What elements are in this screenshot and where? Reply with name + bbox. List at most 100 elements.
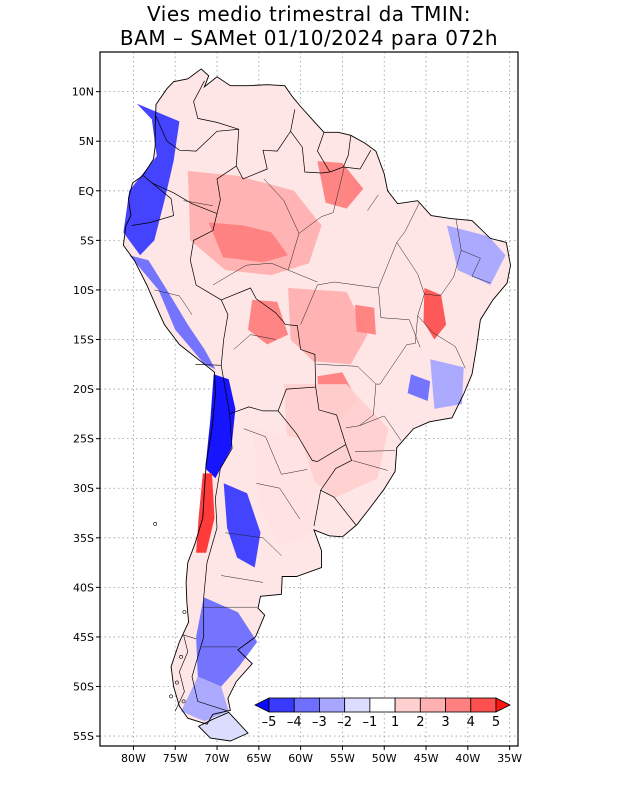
lat-tick-label: 10N <box>72 86 94 99</box>
legend-label: –4 <box>287 715 302 730</box>
legend-label: 4 <box>467 715 475 730</box>
fjord-coast <box>174 634 197 712</box>
country-border <box>342 135 352 168</box>
lon-tick-label: 35W <box>497 752 522 765</box>
lat-tick-label: 45S <box>73 631 94 644</box>
lat-tick-label: 5S <box>80 234 94 247</box>
bias-region-argentina-cuyo <box>223 483 261 568</box>
bias-field-layer <box>123 103 506 722</box>
lat-tick-label: EQ <box>78 185 94 198</box>
legend-label: –2 <box>337 715 352 730</box>
island <box>181 699 186 704</box>
lat-tick-label: 20S <box>73 383 94 396</box>
legend-label: –5 <box>262 715 277 730</box>
lon-tick-label: 55W <box>330 752 355 765</box>
legend-arrow-left <box>254 697 270 713</box>
country-border <box>221 287 317 415</box>
country-border <box>320 444 357 526</box>
lon-tick-label: 60W <box>288 752 313 765</box>
legend-color-box <box>319 697 346 713</box>
legend-label: 5 <box>492 715 500 730</box>
coastline <box>122 68 511 725</box>
island <box>169 694 173 699</box>
lat-tick-label: 5N <box>79 135 94 148</box>
state-border <box>154 289 193 315</box>
state-border <box>287 167 345 271</box>
state-border <box>212 262 318 286</box>
state-border <box>417 315 466 369</box>
bias-region-east-brazil-coast <box>430 359 464 409</box>
bias-region-northeast-brazil <box>446 225 506 285</box>
island <box>153 522 158 526</box>
lon-tick-label: 45W <box>414 752 439 765</box>
lat-tick-label: 25S <box>73 433 94 446</box>
legend-arrow-right <box>495 697 511 713</box>
legend-color-box <box>293 697 320 713</box>
state-border <box>424 219 462 297</box>
lat-tick-label: 10S <box>73 284 94 297</box>
color-legend: –5 –4 –3 –2 –1 1 2 3 4 5 <box>254 697 511 730</box>
state-border <box>396 242 425 345</box>
map-title-line-2: BAM – SAMet 01/10/2024 para 072h <box>119 26 499 50</box>
country-border <box>155 116 240 214</box>
axis-tick-labels: 10N 5N EQ 5S 10S 15S 20S 25S 30S 35S 40S 45S 50S 55S 8… <box>72 86 522 765</box>
legend-color-box <box>344 697 371 713</box>
legend-color-box <box>268 697 295 713</box>
state-border <box>243 428 308 475</box>
bias-region-minas-blue <box>407 374 431 401</box>
state-border <box>461 250 491 284</box>
lat-tick-label: 30S <box>73 482 94 495</box>
country-border <box>193 80 239 130</box>
tierra-del-fuego-background <box>198 712 248 741</box>
bias-region-patagonia <box>196 597 258 687</box>
lat-tick-label: 40S <box>73 581 94 594</box>
country-border <box>277 387 347 462</box>
island <box>175 680 179 685</box>
legend-label: –3 <box>312 715 327 730</box>
state-border <box>378 202 420 289</box>
legend-color-box <box>394 697 421 713</box>
bias-region-patagonia-south <box>181 676 229 722</box>
lon-tick-label: 75W <box>163 752 188 765</box>
country-border <box>317 132 331 173</box>
legend-color-box <box>445 697 472 713</box>
state-border <box>375 344 408 385</box>
map-title-line-1: Vies medio trimestral da TMIN: <box>147 2 471 26</box>
state-border <box>233 334 276 350</box>
legend-color-box <box>369 697 396 713</box>
state-border <box>256 483 301 520</box>
bias-region-bolivia-lowlands <box>248 299 289 345</box>
legend-label: –1 <box>362 715 377 730</box>
state-border <box>225 532 282 556</box>
country-border <box>313 490 322 526</box>
bias-region-amazon-core <box>208 222 289 263</box>
plot-frame <box>99 51 519 747</box>
island <box>182 610 187 615</box>
lat-tick-label: 15S <box>73 334 94 347</box>
legend-label: 2 <box>416 715 424 730</box>
state-border <box>316 364 377 429</box>
country-border <box>131 175 174 226</box>
state-border <box>183 200 213 206</box>
state-border <box>367 194 379 211</box>
bias-region-rondonia-red <box>355 304 376 335</box>
bias-region-chile-central-strip <box>196 473 215 553</box>
bias-region-chaco-pampas <box>252 428 319 548</box>
lat-tick-label: 50S <box>73 681 94 694</box>
bias-region-central-andes-west <box>129 255 216 370</box>
lon-tick-label: 70W <box>205 752 230 765</box>
tierra-del-fuego-coastline <box>197 711 249 742</box>
state-border <box>221 575 264 583</box>
lon-tick-label: 65W <box>246 752 271 765</box>
legend-label: 1 <box>391 715 399 730</box>
coastline-border-layer <box>122 68 511 742</box>
legend-color-box <box>470 697 497 713</box>
legend-color-box <box>419 697 446 713</box>
lon-tick-label: 40W <box>455 752 480 765</box>
state-border <box>352 460 388 471</box>
lon-tick-label: 80W <box>121 752 146 765</box>
bias-region-brazil-central <box>423 288 447 340</box>
bias-region-northern-andes-coast <box>123 103 180 256</box>
island <box>179 654 183 659</box>
